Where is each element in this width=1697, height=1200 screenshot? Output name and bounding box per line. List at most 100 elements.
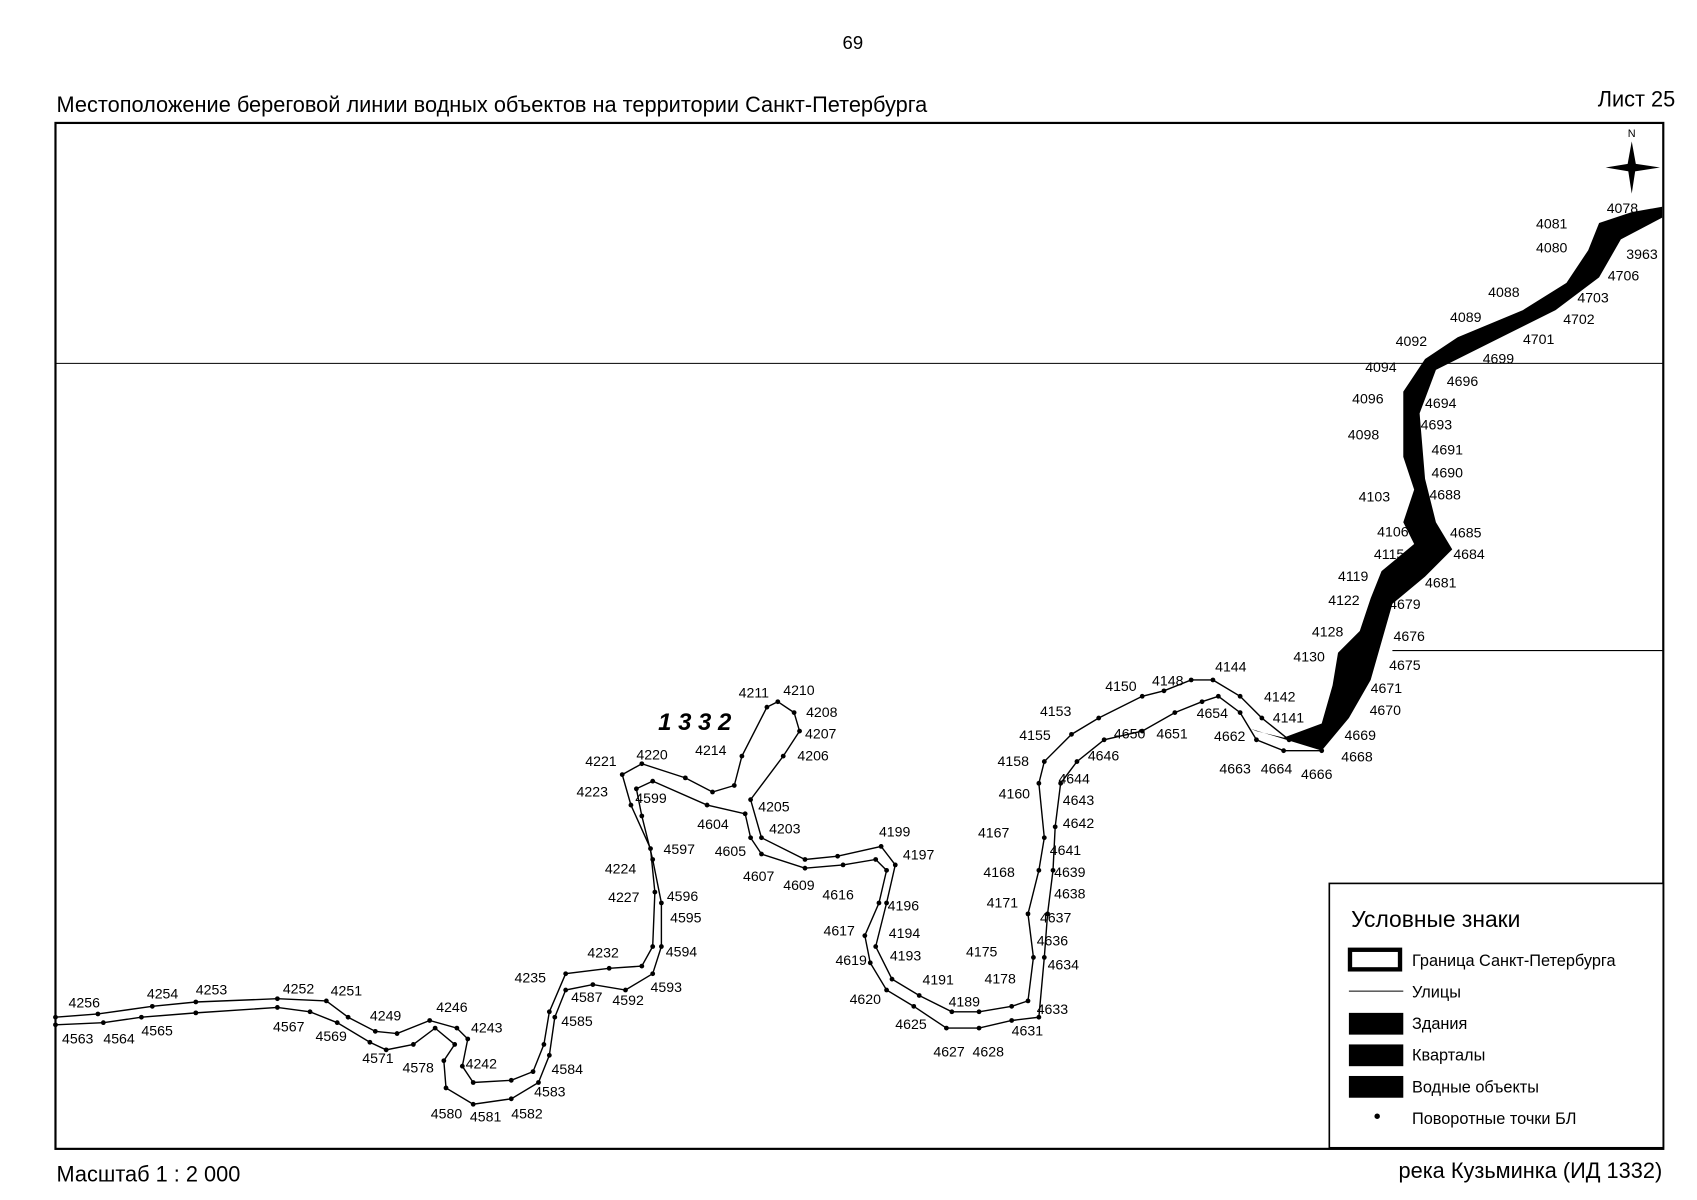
turn-point — [780, 753, 786, 759]
point-label: 4254 — [147, 986, 179, 1002]
point-label: 4617 — [823, 923, 855, 939]
point-label: 4625 — [895, 1016, 927, 1032]
legend-item: Здания — [1412, 1015, 1467, 1033]
point-label: 4196 — [888, 898, 920, 914]
turn-point — [862, 933, 868, 939]
point-label: 4565 — [141, 1023, 173, 1039]
point-label: 4628 — [973, 1043, 1005, 1059]
point-label: 4130 — [1293, 648, 1325, 664]
legend-item: Граница Санкт-Петербурга — [1412, 952, 1617, 970]
point-label: 4128 — [1312, 623, 1344, 639]
point-label: 4587 — [571, 989, 603, 1005]
turn-point — [659, 900, 664, 906]
point-label: 4253 — [196, 981, 228, 997]
point-label: 4636 — [1037, 932, 1069, 948]
turn-point — [563, 971, 569, 977]
turn-point — [1139, 693, 1145, 699]
turn-point — [775, 699, 781, 705]
turn-point — [884, 867, 889, 873]
point-label: 4246 — [436, 999, 468, 1015]
point-label: 4148 — [1152, 672, 1184, 688]
turn-point — [791, 710, 797, 715]
turn-point — [892, 862, 898, 868]
turn-point — [1041, 954, 1047, 960]
point-label: 4584 — [552, 1061, 584, 1077]
point-label: 4160 — [999, 786, 1031, 802]
turn-point — [739, 753, 745, 759]
point-label: 4119 — [1338, 568, 1369, 584]
turn-point — [802, 865, 808, 871]
point-label: 4092 — [1396, 333, 1428, 349]
point-label: 4620 — [850, 991, 882, 1007]
point-label: 4685 — [1450, 524, 1482, 540]
point-label: 4690 — [1432, 465, 1464, 481]
point-label: 4208 — [806, 704, 838, 720]
turn-point — [1036, 867, 1042, 873]
legend-symbol — [1348, 1075, 1404, 1098]
turn-point — [1096, 715, 1102, 721]
turn-point — [748, 797, 753, 803]
point-label: 4607 — [743, 868, 775, 884]
turn-point — [1210, 677, 1216, 683]
point-label: 4684 — [1453, 546, 1485, 562]
point-label: 4096 — [1352, 391, 1384, 407]
point-label: 4232 — [587, 944, 619, 960]
turn-point — [394, 1031, 400, 1036]
turn-point — [1036, 780, 1042, 786]
turn-point — [443, 1085, 449, 1091]
point-label: 4679 — [1389, 596, 1421, 612]
turn-point — [470, 1101, 476, 1107]
map-frame — [54, 121, 1665, 1150]
turn-point — [1041, 835, 1047, 841]
turn-point — [367, 1039, 373, 1045]
point-label: 4662 — [1214, 728, 1246, 744]
turn-point — [835, 853, 841, 859]
turn-point — [536, 1080, 541, 1085]
point-label: 4699 — [1483, 350, 1515, 366]
turn-point — [682, 775, 688, 781]
turn-point — [452, 1042, 458, 1047]
turn-point — [1215, 693, 1221, 699]
compass: N — [1605, 128, 1661, 194]
turn-point — [323, 998, 329, 1004]
point-label: 4256 — [69, 994, 101, 1010]
point-label: 4666 — [1301, 766, 1333, 782]
point-label: 4597 — [664, 841, 696, 857]
turn-point — [623, 987, 628, 993]
turn-point — [976, 1009, 982, 1015]
point-label: 4081 — [1536, 215, 1568, 231]
turn-point — [590, 982, 596, 987]
point-label: 4671 — [1371, 680, 1403, 696]
point-label: 4211 — [739, 684, 770, 700]
point-label: 4706 — [1608, 268, 1640, 284]
turn-point — [552, 1014, 558, 1020]
point-label: 4578 — [402, 1060, 434, 1076]
point-label: 4193 — [890, 948, 922, 964]
point-label: 4670 — [1370, 702, 1402, 718]
turn-point — [639, 963, 645, 969]
point-label: 4593 — [651, 979, 683, 995]
point-label: 4664 — [1261, 761, 1293, 777]
turn-point — [454, 1025, 460, 1031]
point-label: 4596 — [667, 888, 699, 904]
point-label: 4098 — [1348, 427, 1380, 443]
point-label: 4651 — [1156, 726, 1188, 742]
turn-point — [470, 1080, 476, 1085]
point-label: 4203 — [769, 820, 801, 836]
turn-point — [650, 944, 656, 949]
turn-point — [275, 996, 280, 1002]
turn-point — [648, 846, 653, 851]
point-label: 4141 — [1273, 709, 1305, 725]
turn-point — [193, 999, 199, 1005]
point-label: 4663 — [1219, 761, 1251, 777]
legend-item: Улицы — [1412, 984, 1461, 1002]
turn-point — [372, 1028, 378, 1034]
turn-point — [876, 900, 882, 906]
turn-point — [1045, 911, 1050, 917]
scale: Масштаб 1 : 2 000 — [57, 1162, 241, 1187]
turn-point — [541, 1042, 547, 1047]
object-name: река Кузьминка (ИД 1332) — [1399, 1158, 1663, 1183]
point-label: 4642 — [1063, 815, 1095, 831]
